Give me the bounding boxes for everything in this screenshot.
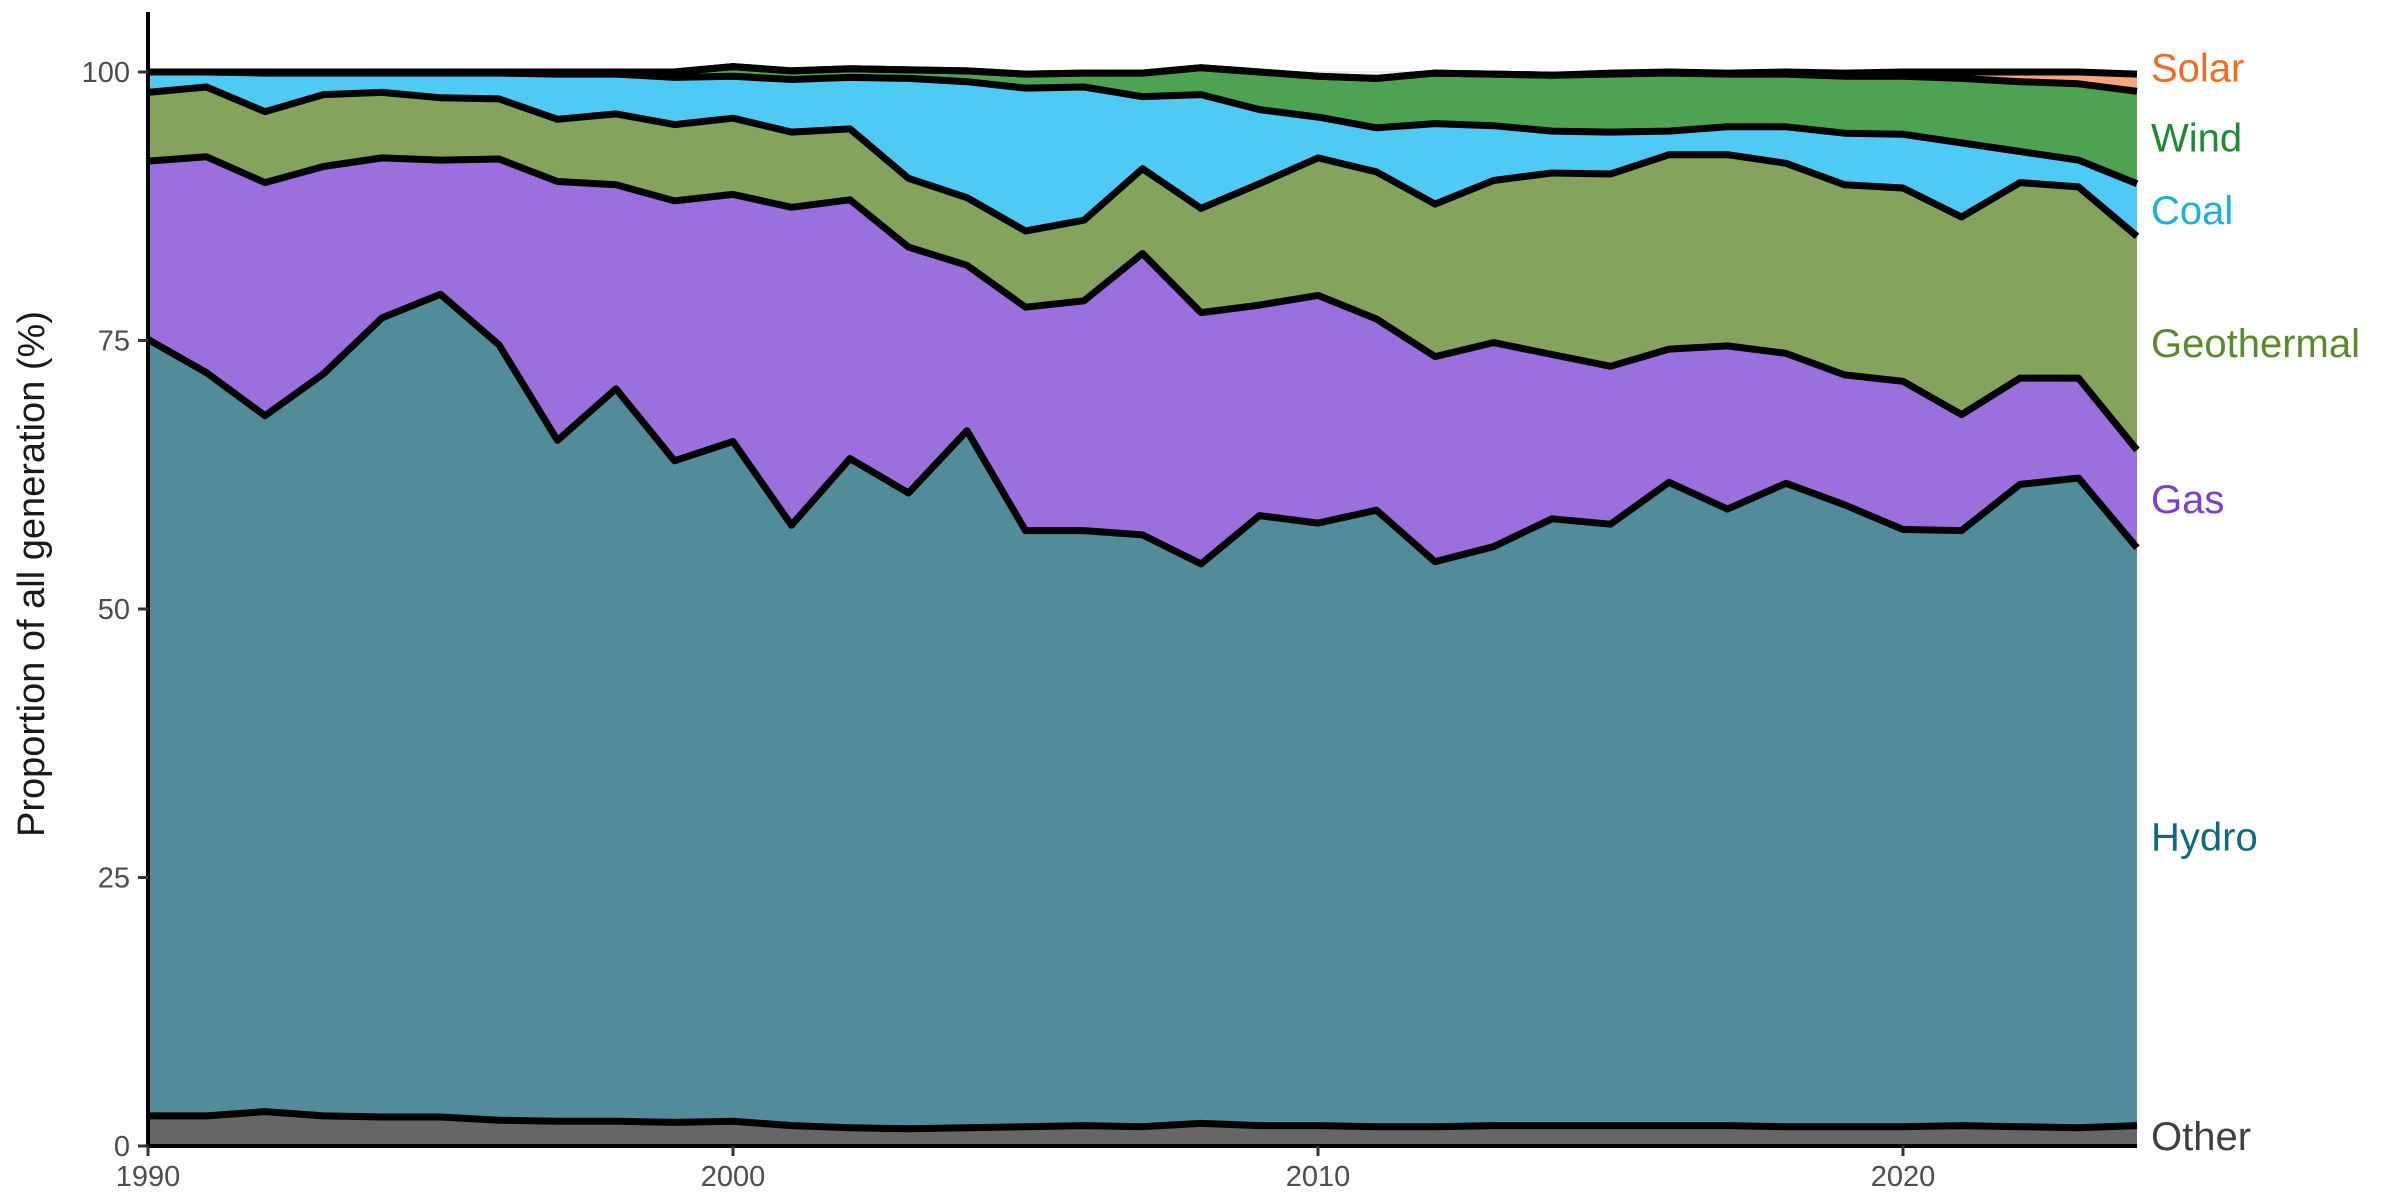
outline-geothermal [147, 83, 2140, 239]
axes: 0 25 50 75 100 1990 2000 2010 2020 [82, 12, 2137, 1193]
series-areas [148, 66, 2137, 1146]
area-coal [148, 72, 2137, 237]
outline-solar [148, 63, 2138, 82]
series-label-gas: Gas [2151, 478, 2224, 522]
y-axis-title: Proportion of all generation (%) [11, 311, 53, 837]
series-label-hydro: Hydro [2151, 816, 2258, 860]
y-tick-label-25: 25 [98, 863, 130, 895]
series-label-wind: Wind [2151, 117, 2242, 161]
area-hydro [148, 294, 2137, 1129]
x-tick-label-2000: 2000 [701, 1161, 766, 1193]
series-label-geothermal: Geothermal [2151, 322, 2360, 366]
x-tick-label-1990: 1990 [116, 1161, 181, 1193]
series-label-solar: Solar [2151, 47, 2244, 91]
y-tick-label-100: 100 [82, 57, 130, 89]
series-outlines [146, 63, 2140, 1133]
outline-other [148, 1108, 2138, 1133]
area-gas [148, 156, 2137, 564]
series-labels: Other Hydro Gas Geothermal Coal Wind Solar [2151, 47, 2360, 1159]
series-label-coal: Coal [2151, 189, 2233, 233]
outline-hydro [146, 290, 2140, 568]
y-tick-label-0: 0 [114, 1131, 130, 1163]
outline-gas [147, 153, 2140, 453]
series-label-other: Other [2151, 1115, 2251, 1159]
x-tick-label-2010: 2010 [1286, 1161, 1351, 1193]
y-tick-label-50: 50 [98, 594, 130, 626]
y-tick-label-75: 75 [98, 326, 130, 358]
x-tick-label-2020: 2020 [1871, 1161, 1936, 1193]
area-wind [148, 66, 2137, 184]
area-geothermal [148, 87, 2137, 450]
